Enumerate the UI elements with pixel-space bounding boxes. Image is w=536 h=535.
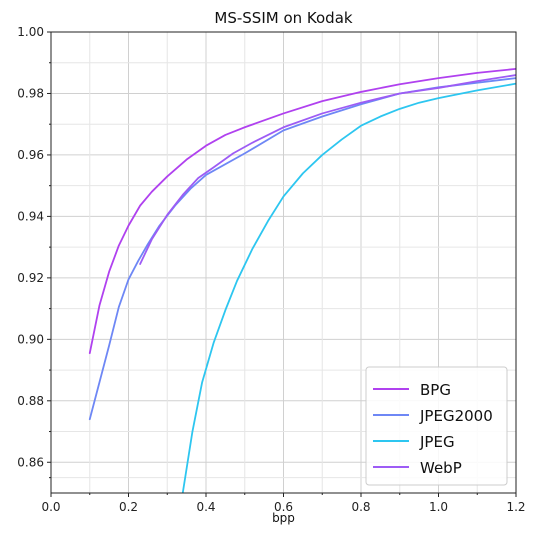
y-tick-label: 0.86 [17,455,44,469]
y-tick-label: 0.94 [17,209,44,223]
x-tick-label: 0.2 [119,500,138,514]
x-axis-label: bpp [272,511,295,525]
legend-box [365,366,508,486]
x-tick-label: 0.0 [41,500,60,514]
y-tick-label: 0.96 [17,148,44,162]
chart-title: MS-SSIM on Kodak [214,9,352,27]
series-line-webp [139,74,516,265]
x-tick-label: 0.4 [196,500,215,514]
legend-label-jpeg: JPEG [419,433,455,451]
y-tick-label: 0.88 [17,394,44,408]
x-tick-label: 1.2 [506,500,525,514]
x-tick-label: 0.8 [351,500,370,514]
series-line-bpg [88,67,516,355]
y-tick-label: 1.00 [17,25,44,39]
y-tick-label: 0.92 [17,271,44,285]
y-axis: 0.86 0.88 0.90 0.92 0.94 0.96 0.98 1.00 [17,25,51,469]
series-group [88,67,516,493]
legend-label-jpeg2000: JPEG2000 [419,407,493,425]
series-line-jpeg [181,82,516,493]
legend-label-webp: WebP [420,459,462,477]
legend: BPG JPEG2000 JPEG WebP [365,366,508,486]
legend-label-bpg: BPG [420,381,451,399]
series-layer [88,67,516,493]
x-axis: 0.0 0.2 0.4 0.6 0.8 1.0 1.2 [41,493,526,514]
y-tick-label: 0.98 [17,86,44,100]
x-tick-label: 0.6 [274,500,293,514]
x-tick-label: 1.0 [429,500,448,514]
y-tick-label: 0.90 [17,332,44,346]
